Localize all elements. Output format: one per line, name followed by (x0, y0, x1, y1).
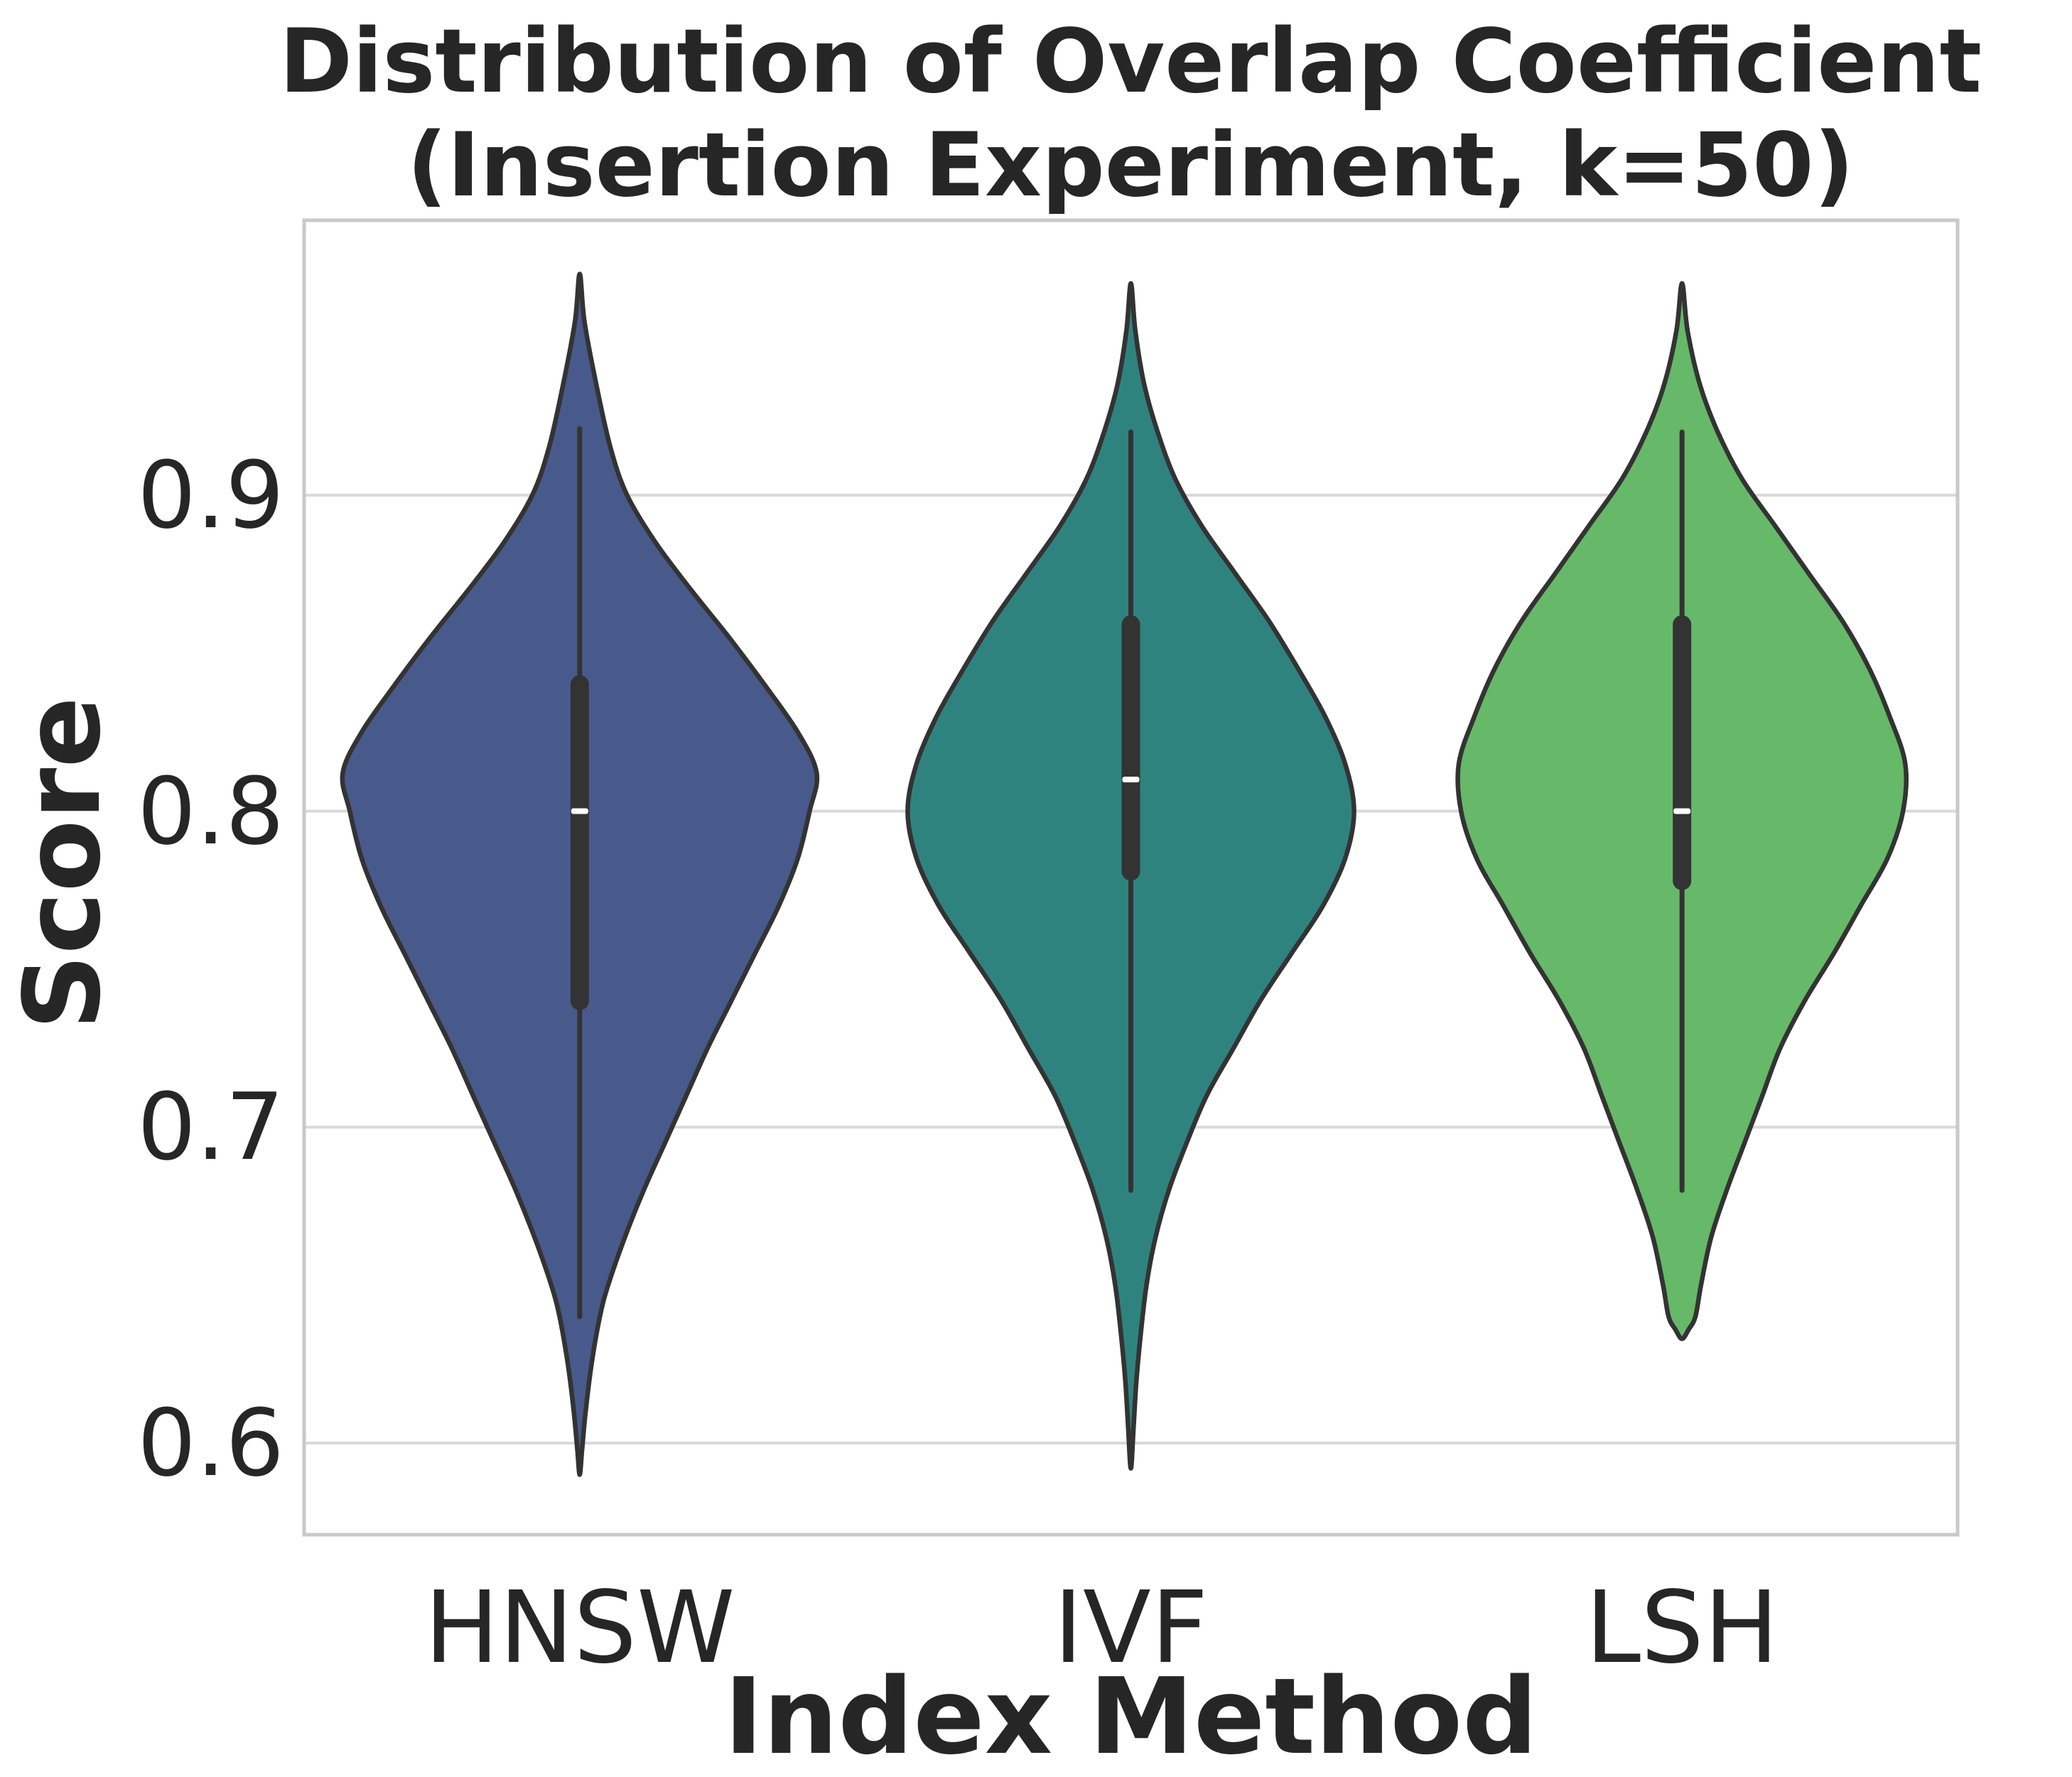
iqr-box-lsh (1673, 615, 1692, 890)
y-axis-label: Score (1, 696, 124, 1030)
median-marker-ivf (1122, 777, 1140, 783)
plot-frame (302, 218, 1960, 1537)
iqr-box-ivf (1121, 615, 1140, 881)
chart-title-line2: (Insertion Experiment, k=50) (406, 114, 1855, 217)
chart-title: Distribution of Overlap Coefficient (Ins… (279, 10, 1982, 218)
chart-title-line1: Distribution of Overlap Coefficient (279, 11, 1982, 113)
y-tick-label-1: 0.8 (137, 757, 284, 865)
x-tick-label-hnsw: HNSW (424, 1570, 735, 1686)
x-tick-label-ivf: IVF (1053, 1570, 1209, 1686)
y-tick-label-2: 0.7 (137, 1073, 284, 1182)
y-tick-label-0: 0.9 (137, 441, 284, 549)
x-axis-label: Index Method (723, 1656, 1538, 1777)
median-marker-hnsw (571, 808, 588, 814)
x-tick-label-lsh: LSH (1585, 1570, 1779, 1686)
median-marker-lsh (1673, 808, 1691, 814)
y-tick-label-3: 0.6 (137, 1389, 284, 1498)
iqr-box-hnsw (570, 675, 589, 1010)
